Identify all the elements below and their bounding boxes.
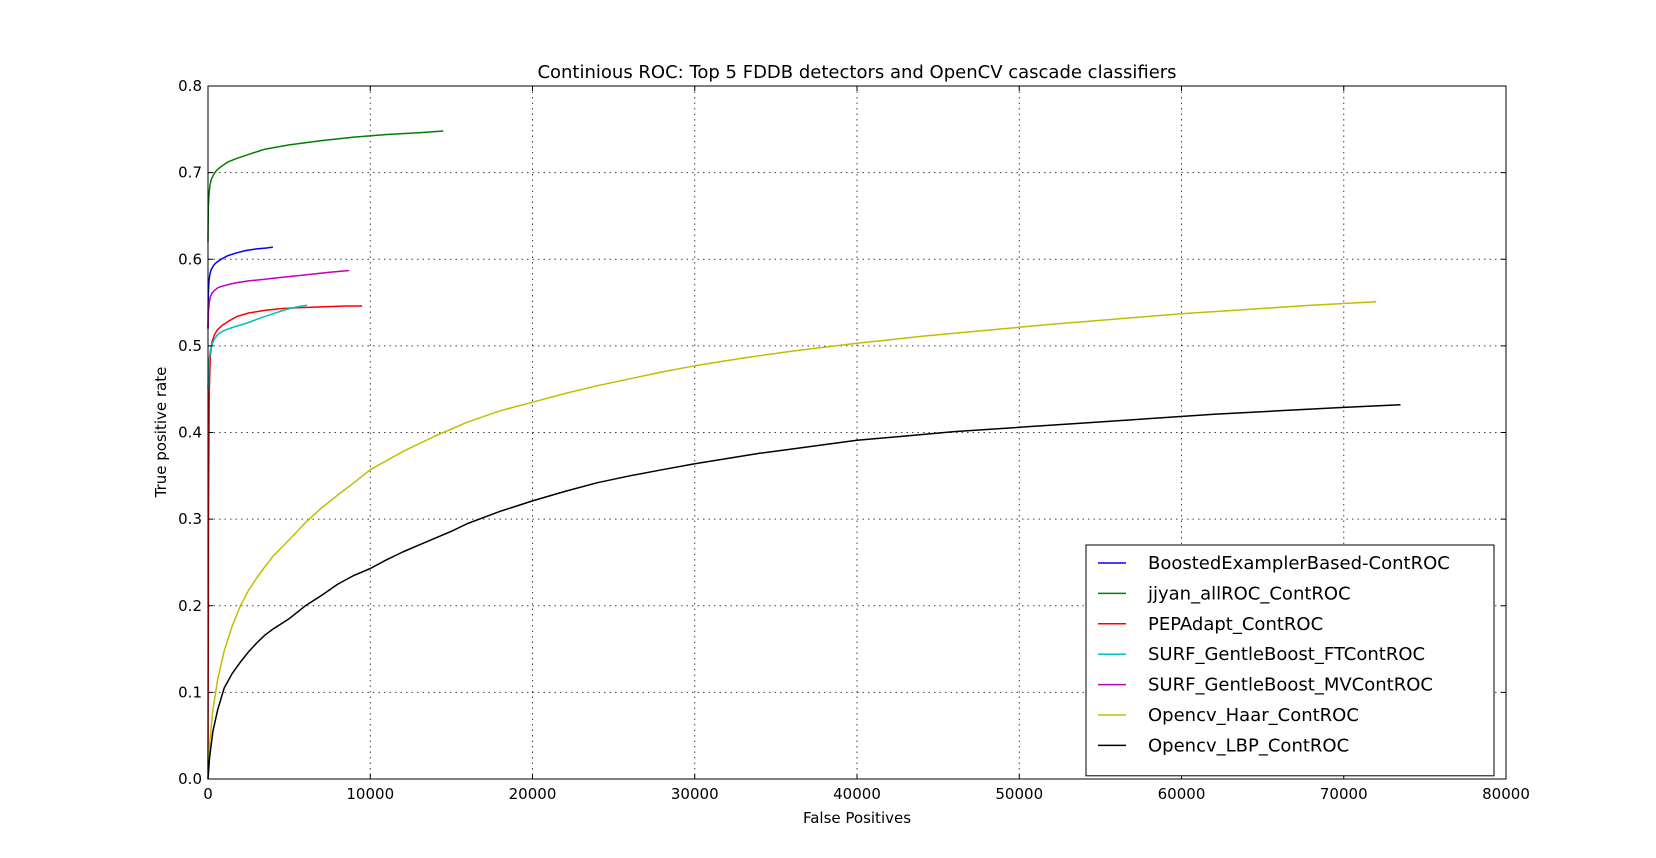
x-tick-label: 30000 <box>671 785 719 803</box>
legend-entry: SURF_GentleBoost_FTContROC <box>1098 644 1425 665</box>
legend-label: SURF_GentleBoost_FTContROC <box>1148 644 1425 665</box>
y-tick-label: 0.1 <box>178 683 202 701</box>
legend-label: Opencv_Haar_ContROC <box>1148 705 1359 726</box>
legend-entry: BoostedExamplerBased-ContROC <box>1098 553 1450 574</box>
legend-label: jjyan_allROC_ContROC <box>1147 583 1351 604</box>
x-tick-label: 20000 <box>509 785 557 803</box>
series-line-surf-gentleboost-ftcontroc <box>207 304 308 390</box>
series-line-surf-gentleboost-mvcontroc <box>207 269 350 329</box>
y-tick-label: 0.2 <box>178 597 202 615</box>
legend-label: Opencv_LBP_ContROC <box>1148 735 1349 756</box>
series-line-opencv-lbp-controc <box>207 404 1401 780</box>
x-tick-label: 40000 <box>833 785 881 803</box>
x-tick-label: 0 <box>203 785 213 803</box>
y-tick-label: 0.0 <box>178 770 202 788</box>
axis-ticks: 0 10000 20000 30000 40000 50000 60000 70000 8000… <box>178 77 1530 803</box>
series-line-pepadapt-controc <box>207 305 363 780</box>
y-tick-label: 0.8 <box>178 77 202 95</box>
legend: BoostedExamplerBased-ContROC jjyan_allROC… <box>1085 544 1495 777</box>
legend-label: SURF_GentleBoost_MVContROC <box>1148 675 1433 696</box>
chart-title: Continious ROC: Top 5 FDDB detectors and… <box>537 62 1176 83</box>
y-tick-label: 0.5 <box>178 337 202 355</box>
y-tick-label: 0.7 <box>178 164 202 182</box>
legend-entry: PEPAdapt_ContROC <box>1098 614 1323 635</box>
legend-label: BoostedExamplerBased-ContROC <box>1148 553 1450 574</box>
y-axis-label: True positive rate <box>152 367 170 499</box>
y-tick-label: 0.4 <box>178 424 202 442</box>
series-lines <box>207 130 1401 780</box>
legend-box <box>1085 544 1495 777</box>
x-tick-label: 50000 <box>995 785 1043 803</box>
legend-entry: SURF_GentleBoost_MVContROC <box>1098 675 1433 696</box>
y-tick-label: 0.3 <box>178 510 202 528</box>
x-axis-label: False Positives <box>803 809 911 827</box>
x-tick-label: 10000 <box>346 785 394 803</box>
x-tick-label: 60000 <box>1158 785 1206 803</box>
grid <box>208 86 1506 779</box>
series-line-jjyan-allroc-controc <box>207 130 444 242</box>
legend-entry: jjyan_allROC_ContROC <box>1098 583 1351 604</box>
series-line-boostedexamplerbased-controc <box>207 246 274 329</box>
y-tick-label: 0.6 <box>178 250 202 268</box>
legend-entry: Opencv_Haar_ContROC <box>1098 705 1359 726</box>
legend-label: PEPAdapt_ContROC <box>1148 614 1323 635</box>
x-tick-label: 70000 <box>1320 785 1368 803</box>
x-tick-label: 80000 <box>1482 785 1530 803</box>
legend-entry: Opencv_LBP_ContROC <box>1098 735 1349 756</box>
series-line-opencv-haar-controc <box>207 300 1377 780</box>
